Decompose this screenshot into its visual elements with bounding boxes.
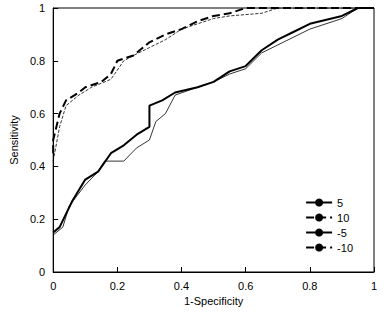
svg-text:10: 10 [337,212,349,224]
svg-text:1-Specificity: 1-Specificity [184,295,244,307]
svg-text:-10: -10 [337,242,353,254]
svg-text:5: 5 [337,197,343,209]
svg-text:1: 1 [371,280,377,292]
svg-text:-5: -5 [337,227,347,239]
svg-text:Sensitivity: Sensitivity [8,115,20,165]
svg-text:0: 0 [39,266,45,278]
svg-text:0: 0 [50,280,56,292]
svg-text:0.6: 0.6 [30,108,45,120]
svg-text:0.2: 0.2 [110,280,125,292]
svg-text:0.6: 0.6 [238,280,253,292]
svg-text:0.4: 0.4 [174,280,189,292]
svg-text:1: 1 [39,2,45,14]
svg-text:0.4: 0.4 [30,160,45,172]
svg-text:0.8: 0.8 [30,55,45,67]
svg-text:0.2: 0.2 [30,213,45,225]
svg-text:0.8: 0.8 [302,280,317,292]
